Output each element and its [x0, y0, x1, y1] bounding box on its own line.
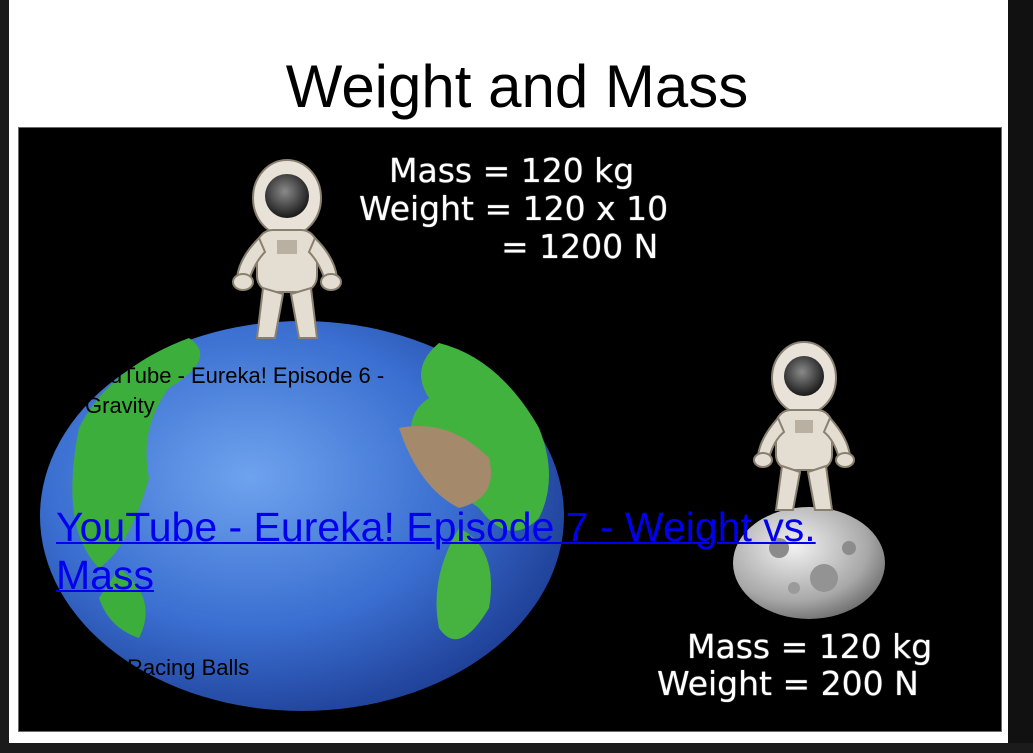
moon	[733, 507, 885, 619]
earth-globe	[40, 321, 564, 711]
moon-mass-caption: Mass = 120 kg	[687, 627, 933, 666]
episode6-link-line2[interactable]: Gravity	[85, 393, 155, 418]
weight-mass-illustration: Mass = 120 kg Weight = 120 x 10 = 1200 N…	[18, 127, 1002, 732]
moon-weight-caption: Weight = 200 N	[657, 664, 919, 703]
astronaut-moon	[753, 341, 855, 511]
earth-weight-caption: Weight = 120 x 10	[359, 189, 669, 228]
slide: Weight and Mass	[9, 0, 1008, 743]
episode7-link-line2[interactable]: Mass	[56, 552, 154, 598]
window-edge-bottom	[0, 743, 1033, 753]
earth-weight-result-caption: = 1200 N	[501, 227, 659, 266]
episode7-link-line1[interactable]: YouTube - Eureka! Episode 7 - Weight vs.	[56, 504, 816, 550]
slide-title: Weight and Mass	[285, 53, 749, 120]
episode6-link[interactable]: YouTube - Eureka! Episode 6 - Gravity	[85, 361, 384, 421]
earth-mass-caption: Mass = 120 kg	[389, 151, 635, 190]
window-edge-right	[1008, 0, 1033, 753]
astronaut-earth	[232, 159, 342, 339]
illustration-graphics	[40, 159, 885, 711]
episode7-link[interactable]: YouTube - Eureka! Episode 7 - Weight vs.…	[56, 503, 816, 599]
episode6-link-line1[interactable]: YouTube - Eureka! Episode 6 -	[85, 363, 385, 388]
racing-balls-link[interactable]: Racing Balls	[127, 655, 250, 680]
